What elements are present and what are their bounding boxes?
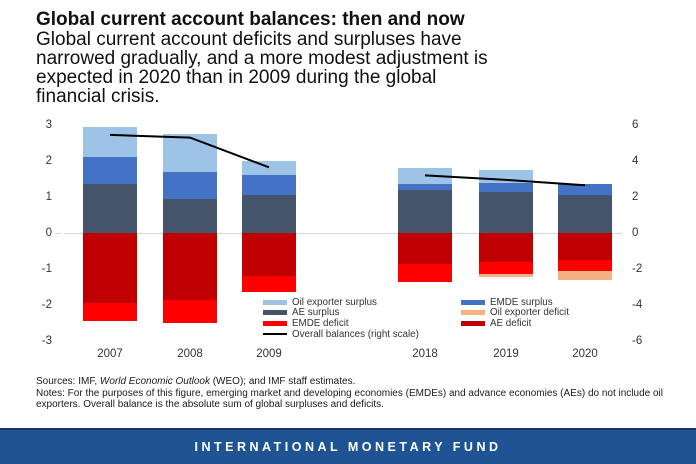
y-left-label-1: 1: [45, 191, 52, 203]
bar-2019-ae-deficit: [479, 233, 533, 262]
x-axis-label-2007: 2007: [97, 348, 123, 360]
sources-prefix: Sources: IMF,: [36, 376, 100, 387]
oil-exporter-surplus-swatch-icon: [263, 299, 287, 305]
x-axis-label-2008: 2008: [177, 348, 203, 360]
legend-item-oil-exporter-surplus: Oil exporter surplus: [263, 297, 419, 308]
bar-2008-oil-exporter-surplus: [163, 134, 217, 172]
bar-2019-emde-deficit: [479, 261, 533, 275]
bar-2018-emde-deficit: [398, 263, 452, 282]
y-left-label--2: -2: [41, 299, 52, 311]
y-right-label-2: 2: [632, 191, 639, 203]
bar-2020-oil-exporter-deficit: [558, 270, 612, 280]
bar-2018-ae-surplus: [398, 189, 452, 233]
y-right-label-0: 0: [632, 227, 639, 239]
chart-title: Global current account balances: then an…: [36, 9, 465, 30]
bar-2018-ae-deficit: [398, 233, 452, 264]
x-axis-label-2009: 2009: [256, 348, 282, 360]
legend-item-overall-balances-right-scale-: Overall balances (right scale): [263, 329, 419, 340]
oil-exporter-deficit-swatch-icon: [461, 310, 485, 316]
legend-item-oil-exporter-deficit: Oil exporter deficit: [461, 307, 569, 319]
emde-surplus-swatch-icon: [461, 299, 485, 305]
y-right-label--6: -6: [632, 335, 643, 347]
y-right-label-4: 4: [632, 155, 639, 167]
bar-2020-ae-deficit: [558, 233, 612, 260]
bar-2020-emde-surplus: [558, 184, 612, 196]
y-left-label--3: -3: [41, 335, 52, 347]
x-axis-label-2018: 2018: [412, 348, 438, 360]
y-right-label-6: 6: [632, 119, 639, 131]
legend-item-ae-surplus: AE surplus: [263, 307, 419, 319]
overall-balances-right-scale--swatch-icon: [263, 333, 287, 335]
legend-label: AE deficit: [490, 317, 532, 329]
bar-2019-ae-surplus: [479, 191, 533, 233]
bar-2019-oil-exporter-deficit: [479, 274, 533, 277]
legend-item-emde-deficit: EMDE deficit: [263, 318, 419, 329]
ae-surplus-swatch-icon: [263, 310, 287, 316]
bar-2019-emde-surplus: [479, 182, 533, 192]
chart-subtitle: Global current account deficits and surp…: [36, 30, 656, 106]
bar-2020-ae-surplus: [558, 195, 612, 233]
bar-2018-emde-surplus: [398, 184, 452, 190]
bar-2009-emde-deficit: [242, 276, 296, 293]
chart-subtitle-line: expected in 2020 than in 2009 during the…: [36, 67, 437, 88]
bar-2018-oil-exporter-surplus: [398, 168, 452, 185]
zero-gridline: [64, 233, 622, 234]
imf-footer-bar: INTERNATIONAL MONETARY FUND: [0, 428, 696, 464]
chart-subtitle-line: financial crisis.: [36, 86, 160, 107]
legend-right-column: EMDE surplus Oil exporter deficit AE defic…: [461, 297, 569, 329]
notes-line: Notes: For the purposes of this figure, …: [36, 387, 663, 411]
y-left-label-3: 3: [45, 119, 52, 131]
y-right-label--4: -4: [632, 299, 643, 311]
sources-suffix: (WEO); and IMF staff estimates.: [209, 376, 356, 387]
legend-label: EMDE surplus: [490, 296, 553, 308]
bar-2007-emde-deficit: [83, 303, 137, 322]
ae-deficit-swatch-icon: [461, 320, 485, 326]
chart-subtitle-line: narrowed gradually, and a more modest ad…: [36, 48, 488, 69]
bar-2008-ae-surplus: [163, 198, 217, 233]
legend-left-column: Oil exporter surplus AE surplus EMDE defic…: [263, 297, 419, 340]
bar-2009-ae-surplus: [242, 195, 296, 233]
y-right-label--2: -2: [632, 263, 643, 275]
bar-2019-oil-exporter-surplus: [479, 170, 533, 183]
y-left-label-2: 2: [45, 155, 52, 167]
bar-2008-emde-deficit: [163, 299, 217, 323]
footnotes: Sources: IMF, World Economic Outlook (WE…: [36, 376, 684, 411]
bar-2009-ae-deficit: [242, 233, 296, 277]
chart-subtitle-line: Global current account deficits and surp…: [36, 29, 462, 50]
bar-2008-ae-deficit: [163, 233, 217, 300]
bar-2020-emde-deficit: [558, 260, 612, 271]
imf-footer-label: INTERNATIONAL MONETARY FUND: [194, 440, 502, 454]
bar-2007-ae-surplus: [83, 184, 137, 233]
bar-2008-emde-surplus: [163, 171, 217, 199]
sources-line: Sources: IMF, World Economic Outlook (WE…: [36, 376, 684, 388]
bar-2007-ae-deficit: [83, 233, 137, 304]
title-block: Global current account balances: then an…: [36, 10, 656, 106]
legend-label: Oil exporter deficit: [490, 307, 569, 319]
legend-label: AE surplus: [292, 307, 340, 319]
legend-label: Overall balances (right scale): [292, 328, 419, 340]
y-left-label--1: -1: [41, 263, 52, 275]
x-axis-label-2020: 2020: [572, 348, 598, 360]
bar-2007-oil-exporter-surplus: [83, 126, 137, 158]
bar-2009-emde-surplus: [242, 175, 296, 196]
sources-italic: World Economic Outlook: [99, 376, 210, 387]
bar-2009-oil-exporter-surplus: [242, 161, 296, 176]
bar-2007-emde-surplus: [83, 157, 137, 185]
legend-label: EMDE deficit: [292, 317, 349, 329]
x-axis-label-2019: 2019: [493, 348, 519, 360]
zero-tick: [55, 233, 61, 234]
legend-item-emde-surplus: EMDE surplus: [461, 297, 569, 308]
legend-item-ae-deficit: AE deficit: [461, 318, 569, 329]
legend-label: Oil exporter surplus: [292, 296, 377, 308]
y-left-label-0: 0: [45, 227, 52, 239]
emde-deficit-swatch-icon: [263, 320, 287, 326]
